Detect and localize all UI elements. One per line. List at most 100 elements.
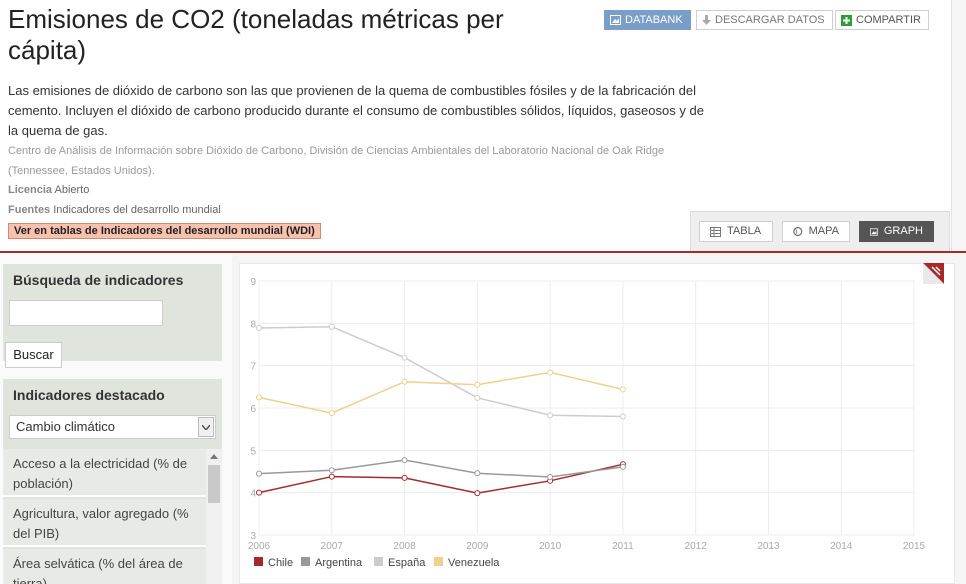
- data-point[interactable]: [547, 474, 554, 481]
- legend-label[interactable]: Argentina: [315, 557, 363, 569]
- series-line-españa[interactable]: [258, 325, 623, 418]
- data-point[interactable]: [328, 467, 335, 474]
- databank-label: DATABANK: [625, 14, 683, 26]
- download-data-button[interactable]: DESCARGAR DATOS: [696, 10, 833, 30]
- x-tick-label: 2014: [830, 541, 853, 552]
- x-tick-label: 2010: [539, 541, 562, 552]
- list-item[interactable]: Área selvática (% del área de tierra): [3, 549, 206, 584]
- data-point[interactable]: [328, 410, 335, 417]
- x-tick-label: 2007: [321, 541, 344, 552]
- sources-label: Fuentes: [8, 204, 51, 216]
- data-point[interactable]: [619, 386, 626, 393]
- data-point[interactable]: [474, 490, 481, 497]
- globe-icon: [793, 226, 803, 237]
- legend-label[interactable]: Venezuela: [448, 557, 500, 569]
- share-label: COMPARTIR: [856, 14, 921, 26]
- data-point[interactable]: [328, 323, 335, 330]
- databank-icon: [610, 15, 621, 25]
- indicator-list-scrollbar[interactable]: [206, 449, 222, 584]
- y-tick-label: 8: [250, 319, 256, 330]
- scrollbar-thumb[interactable]: [208, 465, 220, 503]
- featured-indicators-panel: Indicadores destacado Cambio climático A…: [3, 379, 222, 584]
- y-tick-label: 6: [250, 404, 256, 415]
- view-tabs: TABLA MAPA GRAPH: [690, 211, 950, 251]
- tab-graph-label: GRAPH: [883, 225, 923, 237]
- indicator-list: Acceso a la electricidad (% de población…: [3, 449, 222, 584]
- page-title: Emisiones de CO2 (toneladas métricas per…: [8, 4, 504, 65]
- share-button[interactable]: COMPARTIR: [835, 10, 929, 30]
- data-point[interactable]: [401, 457, 408, 464]
- table-icon: [710, 226, 721, 237]
- data-point[interactable]: [401, 378, 408, 385]
- data-point[interactable]: [619, 463, 626, 470]
- series-line-venezuela[interactable]: [258, 371, 624, 414]
- line-chart: 3 4 5 6 7 8 9 2006 2007 2008 2009 2010 2011 2012 2013 2…: [248, 277, 926, 569]
- tab-table[interactable]: TABLA: [699, 221, 773, 242]
- tab-graph[interactable]: GRAPH: [859, 221, 934, 242]
- list-item[interactable]: Acceso a la electricidad (% de población…: [3, 449, 206, 497]
- y-tick-label: 5: [250, 446, 256, 457]
- license-label: Licencia: [8, 184, 53, 196]
- legend-swatch: [301, 557, 310, 566]
- plus-icon: [841, 14, 852, 26]
- series-line-chile[interactable]: [258, 463, 624, 494]
- section-divider: [0, 251, 966, 253]
- y-tick-label: 3: [250, 531, 256, 542]
- x-tick-label: 2015: [903, 541, 926, 552]
- legend-swatch: [374, 557, 383, 566]
- export-icon[interactable]: [923, 263, 944, 284]
- category-select-value: Cambio climático: [16, 419, 115, 434]
- indicator-header: Emisiones de CO2 (toneladas métricas per…: [0, 0, 952, 252]
- legend-swatch: [434, 557, 443, 566]
- license-value: Abierto: [54, 184, 90, 196]
- legend-label[interactable]: Chile: [268, 557, 293, 569]
- data-point[interactable]: [256, 324, 262, 331]
- download-label: DESCARGAR DATOS: [715, 14, 825, 26]
- y-tick-label: 9: [250, 277, 256, 288]
- data-point[interactable]: [547, 412, 554, 419]
- scroll-up-icon[interactable]: [206, 449, 222, 463]
- sources-info: Fuentes Indicadores del desarrollo mundi…: [8, 203, 221, 217]
- x-tick-label: 2009: [466, 541, 489, 552]
- indicator-source: Centro de Análisis de Información sobre …: [8, 145, 665, 177]
- wdi-tables-link[interactable]: Ver en tablas de Indicadores del desarro…: [8, 223, 321, 239]
- data-point[interactable]: [401, 474, 408, 481]
- data-point[interactable]: [256, 394, 262, 401]
- legend-label[interactable]: España: [388, 557, 426, 569]
- data-point[interactable]: [328, 473, 335, 480]
- data-point[interactable]: [401, 354, 408, 361]
- y-tick-label: 7: [250, 362, 256, 373]
- chevron-down-icon[interactable]: [198, 417, 214, 437]
- search-button[interactable]: Buscar: [5, 342, 62, 368]
- data-point[interactable]: [547, 369, 554, 376]
- featured-panel-title: Indicadores destacado: [13, 387, 165, 403]
- data-point[interactable]: [474, 381, 481, 388]
- sidebar: Búsqueda de indicadores Buscar Indicador…: [0, 253, 232, 584]
- series-line-argentina[interactable]: [258, 459, 623, 478]
- list-item[interactable]: Agricultura, valor agregado (% del PIB): [3, 499, 206, 547]
- license-info: Licencia Abierto: [8, 183, 89, 197]
- search-input[interactable]: [9, 300, 163, 326]
- x-tick-label: 2011: [612, 541, 634, 552]
- x-tick-label: 2006: [248, 541, 271, 552]
- chart-container: 3 4 5 6 7 8 9 2006 2007 2008 2009 2010 2011 2012 2013 2…: [239, 263, 955, 584]
- download-icon: [702, 14, 711, 25]
- data-point[interactable]: [256, 470, 262, 477]
- tab-table-label: TABLA: [727, 225, 762, 237]
- data-point[interactable]: [619, 413, 626, 420]
- x-tick-label: 2008: [393, 541, 416, 552]
- x-tick-label: 2013: [757, 541, 780, 552]
- tab-map[interactable]: MAPA: [782, 221, 850, 242]
- category-select[interactable]: Cambio climático: [9, 415, 216, 439]
- search-panel-title: Búsqueda de indicadores: [13, 272, 184, 288]
- indicator-description: Las emisiones de dióxido de carbono son …: [8, 83, 704, 138]
- data-point[interactable]: [474, 394, 481, 401]
- sources-value[interactable]: Indicadores del desarrollo mundial: [53, 204, 221, 216]
- tab-map-label: MAPA: [808, 225, 839, 237]
- databank-button[interactable]: DATABANK: [604, 10, 691, 30]
- indicator-search-panel: Búsqueda de indicadores Buscar: [3, 264, 222, 368]
- y-tick-label: 4: [250, 489, 256, 500]
- data-point[interactable]: [474, 470, 481, 477]
- data-point[interactable]: [256, 489, 262, 496]
- x-tick-label: 2012: [685, 541, 708, 552]
